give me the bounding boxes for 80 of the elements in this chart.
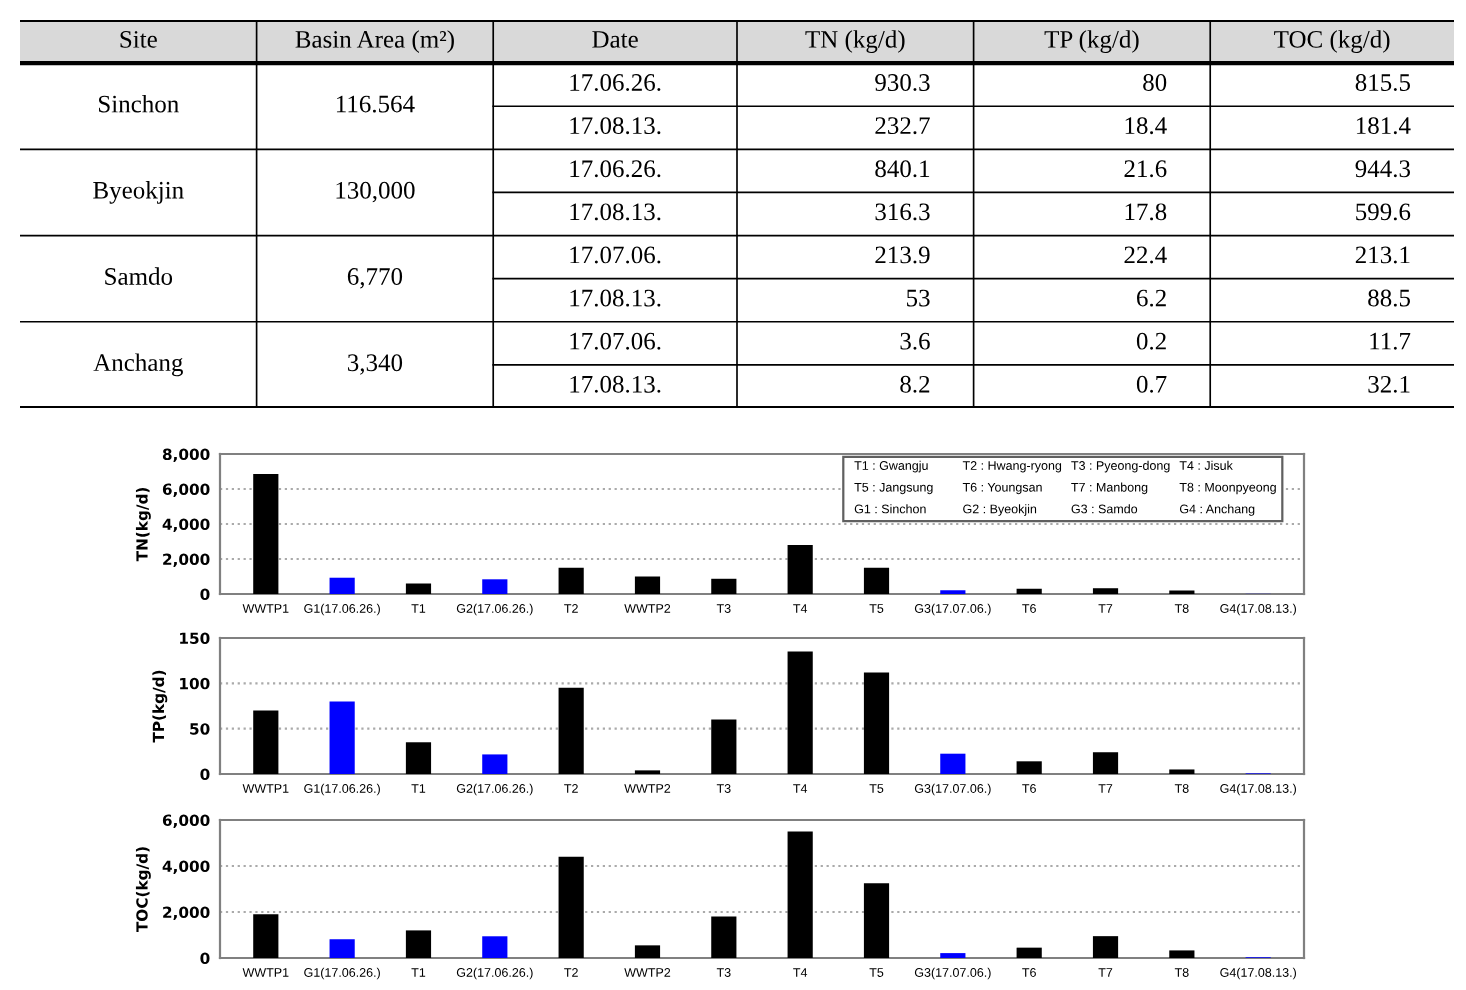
bar: [253, 474, 279, 594]
bar: [863, 883, 890, 958]
bar: [329, 939, 355, 958]
text: Anchang: [93, 353, 183, 377]
bar: [558, 687, 584, 774]
text: Basin Area (m²): [295, 30, 454, 53]
bar: [711, 578, 737, 594]
bar: [1016, 761, 1042, 774]
bar: [558, 856, 584, 958]
text: 17.07.06.: [570, 246, 661, 264]
text: Sinchon: [99, 94, 179, 113]
bar: [787, 831, 813, 958]
text: Byeokjin: [93, 181, 184, 204]
text: 181.4: [1356, 117, 1411, 135]
bar: [940, 753, 966, 774]
text: 213.1: [1355, 246, 1410, 264]
text: Site: [120, 31, 157, 48]
text: 11.7: [1370, 332, 1411, 350]
bar: [1092, 588, 1119, 594]
bar: [253, 914, 279, 958]
bar: [482, 754, 508, 774]
bar: [329, 577, 355, 594]
bar: [1092, 936, 1119, 958]
text: 130,000: [336, 181, 415, 203]
bar: [482, 579, 508, 594]
bar: [558, 567, 584, 594]
bar: [329, 701, 355, 774]
bar: [1169, 950, 1195, 958]
text: 53: [907, 289, 930, 307]
text: 3.6: [900, 332, 930, 350]
text: 599.6: [1356, 203, 1411, 221]
bar: [482, 936, 508, 958]
text: Date: [592, 31, 638, 48]
text: 17.8: [1125, 203, 1167, 221]
text: TOC (kg/d): [1274, 30, 1390, 53]
bar: [405, 583, 432, 594]
text: 116.564: [336, 95, 415, 113]
text: 0.7: [1136, 375, 1167, 393]
text: 80: [1143, 74, 1167, 91]
bar: [863, 567, 890, 594]
text: 88.5: [1368, 289, 1410, 307]
text: 6,770: [347, 268, 403, 289]
text: 930.3: [875, 74, 930, 92]
text: 17.06.26.: [570, 74, 661, 92]
text: 18.4: [1125, 117, 1167, 135]
text: 6.2: [1137, 289, 1166, 307]
bar: [1092, 752, 1119, 774]
bar: [711, 916, 737, 958]
text: 232.7: [875, 117, 930, 135]
text: 17.08.13.: [570, 117, 661, 135]
text: 316.3: [875, 203, 930, 221]
bar: [634, 945, 661, 958]
text: 32.1: [1368, 375, 1410, 393]
text: 213.9: [875, 246, 930, 264]
text: 17.08.13.: [570, 203, 661, 221]
bar: [787, 545, 813, 594]
bar: [634, 576, 661, 594]
text: 815.5: [1355, 74, 1410, 92]
text: 17.06.26.: [570, 160, 661, 178]
bar: [405, 742, 432, 774]
bar: [1016, 588, 1042, 594]
text: 22.4: [1124, 246, 1167, 264]
text: 21.6: [1124, 160, 1167, 178]
bar: [787, 651, 813, 774]
text: TP (kg/d): [1044, 30, 1139, 53]
text: 0.2: [1136, 332, 1166, 350]
text: 17.08.13.: [570, 375, 661, 393]
text: 17.07.06.: [570, 332, 661, 350]
text: 944.3: [1355, 160, 1410, 178]
bar: [253, 710, 279, 774]
bar: [1016, 947, 1042, 958]
text: 17.08.13.: [570, 289, 661, 307]
text: TN (kg/d): [805, 30, 905, 53]
text: 8.2: [900, 375, 930, 393]
bar: [863, 672, 890, 774]
bar: [405, 930, 432, 958]
text: 3,340: [347, 354, 403, 375]
text: Samdo: [105, 267, 173, 285]
text: 840.1: [875, 160, 930, 178]
bar: [711, 719, 737, 774]
